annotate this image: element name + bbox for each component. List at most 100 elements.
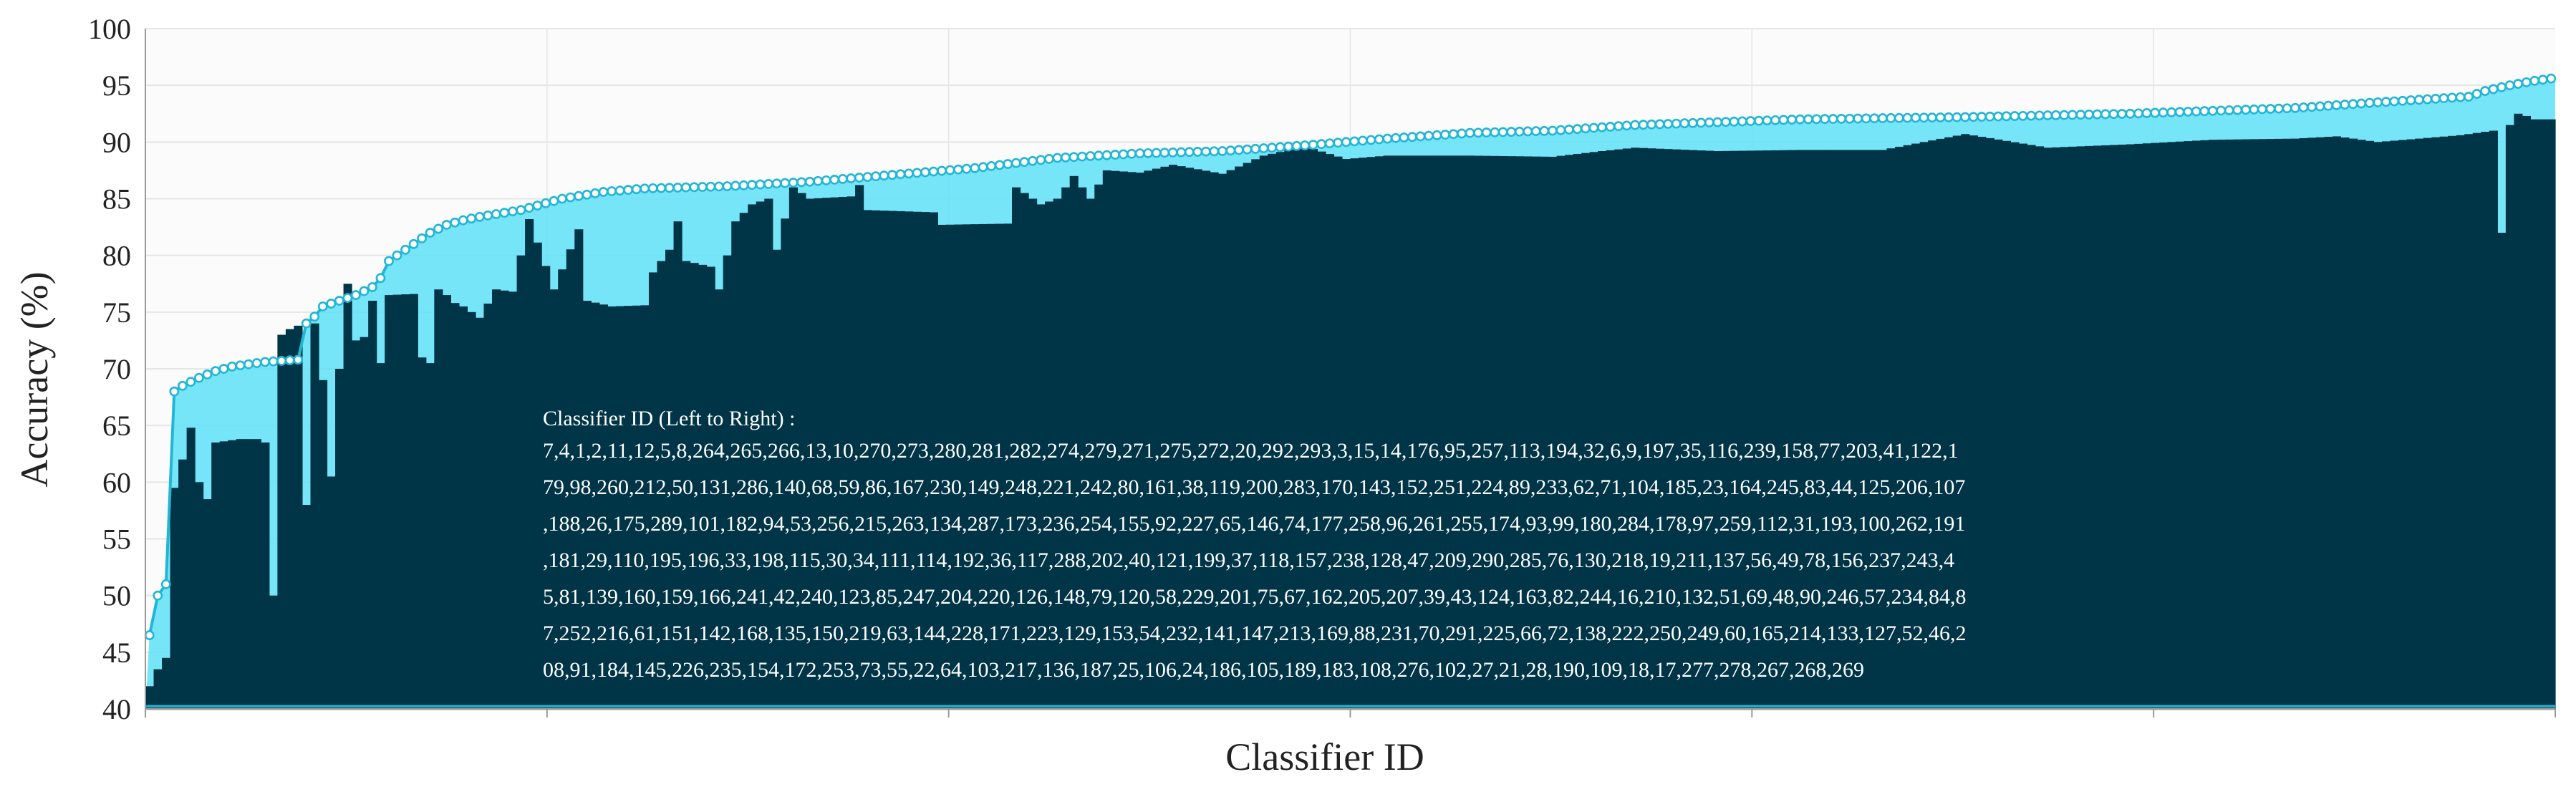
cumulative-marker (1167, 147, 1178, 158)
accuracy-bar (640, 305, 650, 710)
accuracy-bar (1961, 134, 1970, 709)
cumulative-marker (474, 211, 485, 222)
cumulative-marker (1621, 120, 1632, 131)
accuracy-bar (1598, 151, 1607, 709)
cumulative-marker (1530, 126, 1541, 137)
accuracy-bar (1144, 170, 1153, 709)
cumulative-marker (235, 360, 246, 371)
cumulative-marker (251, 358, 262, 368)
cumulative-marker (2141, 108, 2152, 118)
accuracy-bar (937, 224, 947, 709)
accuracy-bar (788, 187, 798, 709)
annotation-line-7: 08,91,184,145,226,235,154,172,253,73,55,… (543, 658, 1864, 682)
annotation-line-5: 5,81,139,160,159,166,241,42,240,123,85,2… (543, 585, 1967, 609)
accuracy-bar (995, 223, 1005, 709)
accuracy-bar (1671, 149, 1682, 709)
accuracy-bar (244, 439, 254, 709)
accuracy-bar (574, 229, 584, 709)
cumulative-marker (1267, 143, 1277, 153)
cumulative-marker (1473, 127, 1484, 138)
cumulative-marker (1696, 117, 1707, 128)
cumulative-marker (574, 190, 584, 201)
cumulative-marker (1357, 135, 1368, 146)
cumulative-marker (1811, 114, 1822, 125)
y-tick-label: 40 (102, 693, 131, 725)
accuracy-bar (896, 211, 905, 709)
accuracy-bar (1036, 204, 1046, 709)
cumulative-marker (2323, 100, 2333, 111)
cumulative-marker (524, 203, 534, 213)
accuracy-bar (2085, 145, 2094, 709)
cumulative-marker (846, 173, 857, 183)
accuracy-bar (450, 303, 460, 709)
accuracy-bar (1738, 150, 1747, 709)
cumulative-marker (499, 208, 510, 218)
accuracy-bar (814, 198, 823, 709)
accuracy-bar (1606, 150, 1615, 709)
accuracy-bar (1457, 155, 1467, 709)
accuracy-bar (549, 289, 559, 709)
cumulative-marker (2373, 97, 2383, 107)
cumulative-marker (2010, 111, 2020, 121)
accuracy-bar (1664, 149, 1673, 709)
accuracy-bar (2035, 146, 2045, 710)
cumulative-marker (1581, 123, 1591, 134)
accuracy-bar (1020, 193, 1029, 710)
cumulative-marker (813, 175, 824, 186)
accuracy-bar (2357, 140, 2366, 710)
cumulative-marker (2232, 105, 2243, 115)
accuracy-bar (1111, 170, 1120, 709)
cumulative-marker (301, 318, 312, 329)
accuracy-bar (343, 284, 352, 709)
cumulative-marker (367, 282, 377, 292)
accuracy-bar (211, 442, 221, 709)
cumulative-marker (1134, 148, 1145, 159)
cumulative-marker (218, 364, 229, 374)
accuracy-bar (2109, 145, 2118, 709)
cumulative-marker (1745, 116, 1756, 126)
cumulative-marker (607, 186, 617, 196)
accuracy-bar (1441, 155, 1450, 709)
accuracy-bar (1639, 148, 1648, 710)
cumulative-marker (1085, 151, 1096, 161)
accuracy-bar (2547, 119, 2556, 710)
cumulative-marker (565, 192, 576, 203)
cumulative-marker (705, 181, 716, 192)
cumulative-marker (640, 183, 650, 194)
accuracy-bar (1498, 155, 1508, 710)
accuracy-bar (1589, 152, 1598, 709)
cumulative-marker (730, 180, 741, 191)
cumulative-marker (1762, 115, 1772, 126)
accuracy-bar (492, 289, 501, 709)
accuracy-bar (145, 686, 155, 709)
cumulative-marker (1919, 112, 1929, 123)
accuracy-bar (1301, 146, 1310, 710)
cumulative-marker (309, 312, 320, 322)
cumulative-marker (507, 206, 518, 217)
cumulative-marker (384, 256, 394, 266)
cumulative-marker (1448, 129, 1459, 140)
accuracy-bar (1127, 172, 1137, 710)
accuracy-bar (153, 669, 163, 709)
cumulative-marker (961, 163, 972, 174)
cumulative-marker (1101, 150, 1112, 160)
cumulative-marker (2092, 109, 2103, 120)
accuracy-bar (1177, 166, 1186, 710)
accuracy-bar (1722, 150, 1731, 710)
accuracy-bar (1432, 155, 1442, 709)
accuracy-bar (2258, 139, 2267, 710)
accuracy-bar (1053, 198, 1062, 709)
accuracy-bar (764, 198, 773, 709)
accuracy-bar (1565, 155, 1574, 709)
cumulative-marker (895, 169, 906, 180)
cumulative-marker (937, 165, 947, 176)
accuracy-bar (821, 198, 831, 710)
cumulative-marker (1754, 115, 1764, 126)
accuracy-bar (508, 291, 518, 710)
accuracy-bar (195, 482, 204, 709)
accuracy-bar (483, 303, 493, 710)
cumulative-marker (631, 184, 642, 195)
cumulative-marker (1729, 116, 1740, 127)
cumulative-marker (2406, 95, 2416, 105)
cumulative-marker (2298, 102, 2309, 112)
